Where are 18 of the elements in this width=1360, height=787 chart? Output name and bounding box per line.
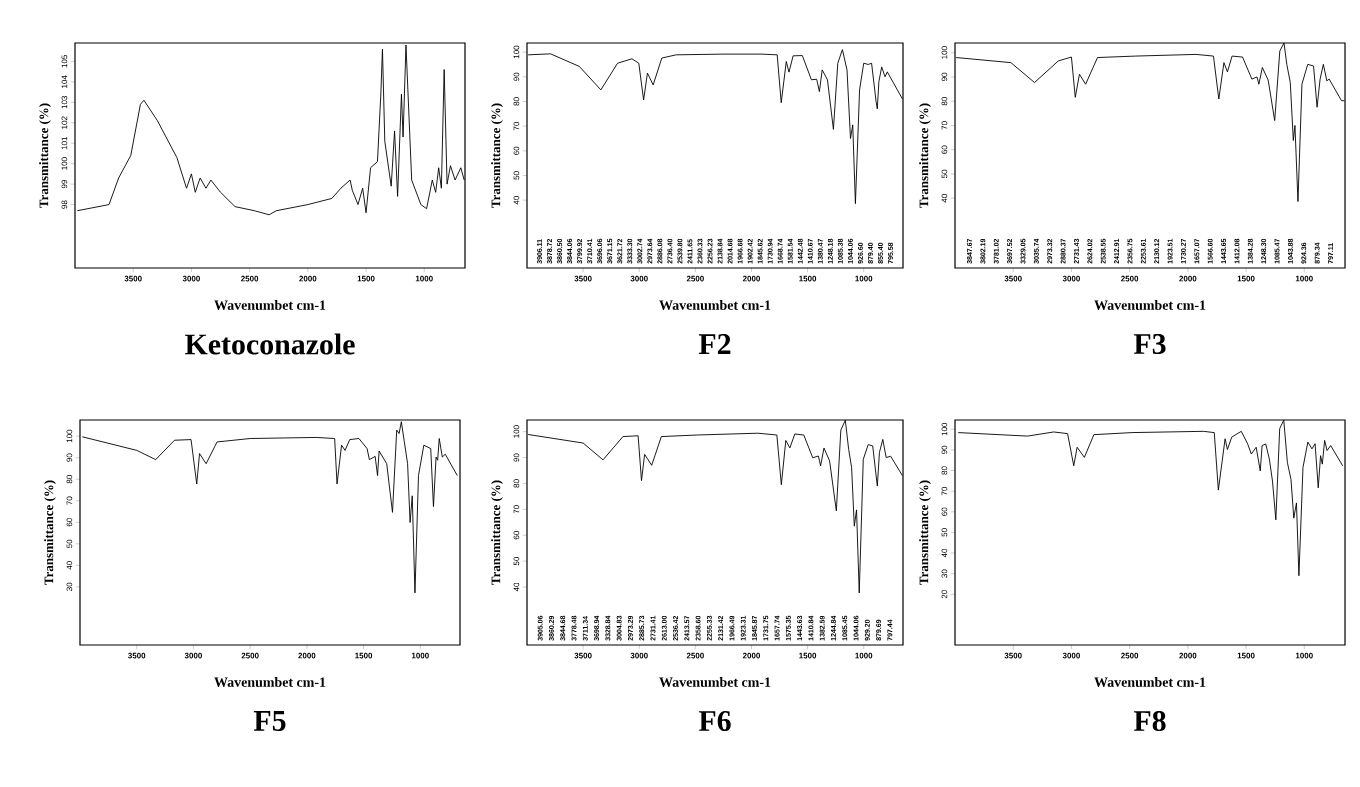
x-axis-title: Wavenumbet cm-1 (1094, 677, 1206, 687)
x-axis-title: Wavenumbet cm-1 (214, 677, 326, 687)
x-axis-title: Wavenumbet cm-1 (1094, 300, 1206, 310)
y-axis-title: Transmittance (%) (39, 103, 51, 208)
y-axis-title: Transmittance (%) (44, 480, 56, 585)
text: F2 (698, 334, 731, 354)
x-axis-title: Wavenumbet cm-1 (659, 300, 771, 310)
x-axis-title: Wavenumbet cm-1 (659, 677, 771, 687)
text: F3 (1133, 333, 1166, 355)
y-axis-title: Transmittance (%) (491, 480, 503, 585)
y-axis-title: Transmittance (%) (919, 480, 931, 585)
x-axis-title: Wavenumbet cm-1 (214, 300, 326, 310)
text: Ketoconazole (185, 333, 355, 355)
text: F6 (698, 710, 731, 732)
y-axis-title: Transmittance (%) (919, 103, 931, 208)
text: F8 (1133, 710, 1166, 732)
text: F5 (253, 711, 286, 731)
y-axis-title: Transmittance (%) (491, 103, 503, 208)
